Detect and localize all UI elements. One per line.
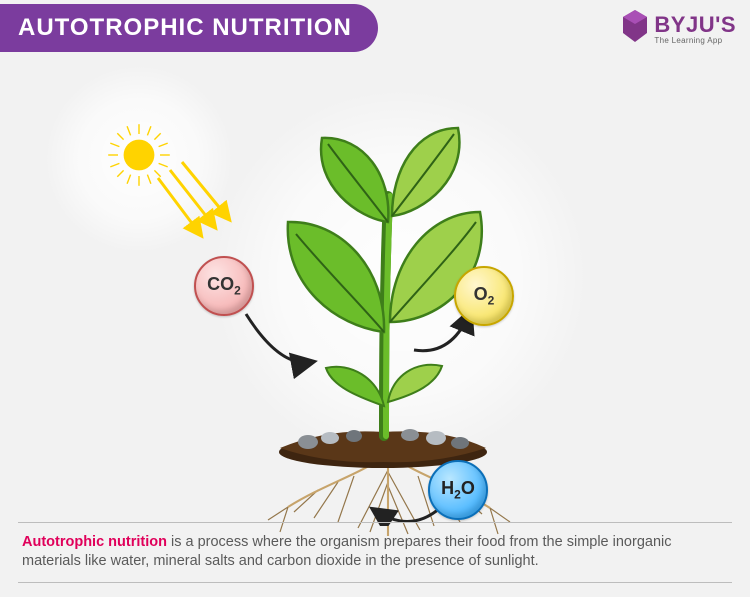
definition-term: Autotrophic nutrition: [22, 534, 167, 550]
page-title: AUTOTROPHIC NUTRITION: [0, 4, 378, 52]
definition-text: Autotrophic nutrition is a process where…: [22, 533, 728, 572]
co2-bubble: CO2: [194, 256, 254, 316]
definition-footer: Autotrophic nutrition is a process where…: [18, 522, 732, 583]
arrow-o2-out: [414, 312, 470, 351]
header: AUTOTROPHIC NUTRITION BYJU'S The Learnin…: [0, 0, 750, 56]
brand-logo-icon: [622, 9, 648, 48]
h2o-sub: 2: [454, 488, 461, 502]
diagram-area: CO2 O2 H2O: [0, 56, 750, 526]
flow-arrows: [0, 56, 750, 526]
brand-logo-text: BYJU'S: [654, 12, 736, 38]
co2-label: CO: [207, 274, 234, 294]
o2-label: O: [474, 284, 488, 304]
page-container: AUTOTROPHIC NUTRITION BYJU'S The Learnin…: [0, 0, 750, 597]
o2-bubble: O2: [454, 266, 514, 326]
co2-sub: 2: [234, 284, 241, 298]
h2o-label: H: [441, 478, 454, 498]
h2o-bubble: H2O: [428, 460, 488, 520]
brand-logo: BYJU'S The Learning App: [622, 9, 736, 48]
o2-sub: 2: [488, 294, 495, 308]
arrow-co2-in: [246, 314, 312, 363]
arrow-h2o-in: [374, 508, 440, 522]
h2o-tail: O: [461, 478, 475, 498]
